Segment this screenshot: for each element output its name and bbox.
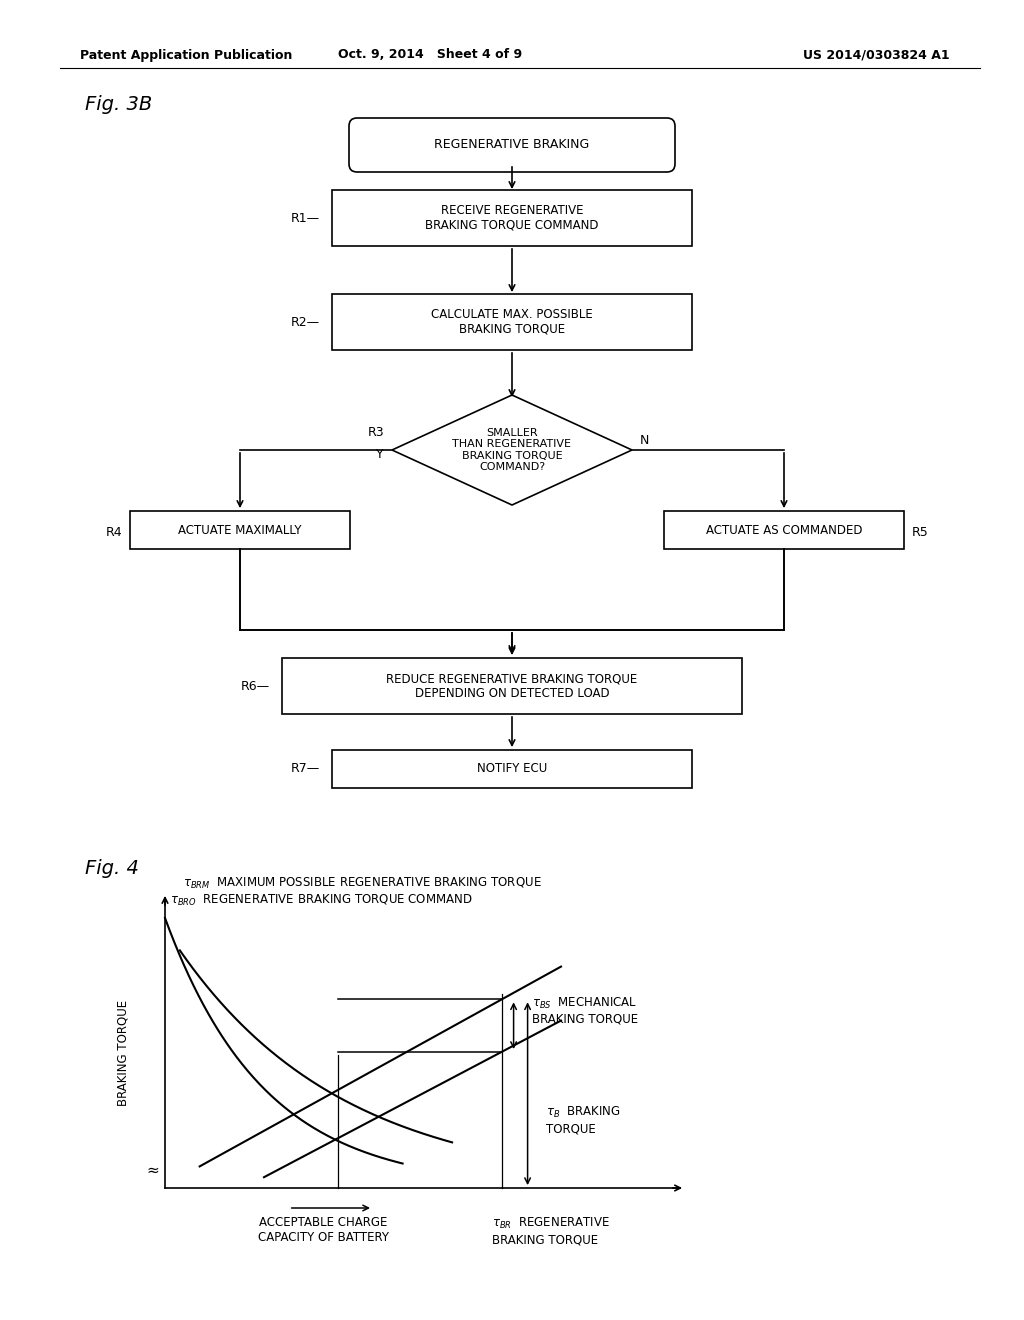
Text: $\tau_{B}$  BRAKING
TORQUE: $\tau_{B}$ BRAKING TORQUE — [546, 1105, 621, 1135]
Text: R1—: R1— — [291, 211, 319, 224]
Text: RECEIVE REGENERATIVE
BRAKING TORQUE COMMAND: RECEIVE REGENERATIVE BRAKING TORQUE COMM… — [425, 205, 599, 232]
Text: Y: Y — [377, 447, 384, 461]
Text: R4: R4 — [105, 525, 122, 539]
Text: R7—: R7— — [291, 763, 319, 776]
Bar — [130, 511, 350, 549]
Text: $\tau_{BS}$  MECHANICAL
BRAKING TORQUE: $\tau_{BS}$ MECHANICAL BRAKING TORQUE — [531, 995, 638, 1026]
Text: ≈: ≈ — [146, 1163, 160, 1177]
Text: N: N — [640, 433, 649, 446]
Bar — [664, 511, 904, 549]
Text: US 2014/0303824 A1: US 2014/0303824 A1 — [804, 49, 950, 62]
Text: $\tau_{BR}$  REGENERATIVE
BRAKING TORQUE: $\tau_{BR}$ REGENERATIVE BRAKING TORQUE — [492, 1216, 609, 1246]
Text: CALCULATE MAX. POSSIBLE
BRAKING TORQUE: CALCULATE MAX. POSSIBLE BRAKING TORQUE — [431, 308, 593, 337]
FancyBboxPatch shape — [349, 117, 675, 172]
Bar — [332, 190, 692, 246]
Text: Fig. 3B: Fig. 3B — [85, 95, 153, 115]
Text: R2—: R2— — [291, 315, 319, 329]
Text: ACTUATE AS COMMANDED: ACTUATE AS COMMANDED — [706, 524, 862, 536]
Text: NOTIFY ECU: NOTIFY ECU — [477, 763, 547, 776]
Text: ACCEPTABLE CHARGE
CAPACITY OF BATTERY: ACCEPTABLE CHARGE CAPACITY OF BATTERY — [258, 1216, 389, 1243]
Text: REDUCE REGENERATIVE BRAKING TORQUE
DEPENDING ON DETECTED LOAD: REDUCE REGENERATIVE BRAKING TORQUE DEPEN… — [386, 672, 638, 700]
Text: R6—: R6— — [241, 680, 270, 693]
Text: $\tau_{BRM}$  MAXIMUM POSSIBLE REGENERATIVE BRAKING TORQUE: $\tau_{BRM}$ MAXIMUM POSSIBLE REGENERATI… — [183, 875, 542, 891]
Text: BRAKING TORQUE: BRAKING TORQUE — [117, 1001, 129, 1106]
Polygon shape — [392, 395, 632, 506]
Text: REGENERATIVE BRAKING: REGENERATIVE BRAKING — [434, 139, 590, 152]
Text: Patent Application Publication: Patent Application Publication — [80, 49, 293, 62]
Text: Oct. 9, 2014   Sheet 4 of 9: Oct. 9, 2014 Sheet 4 of 9 — [338, 49, 522, 62]
Bar — [332, 294, 692, 350]
Text: SMALLER
THAN REGENERATIVE
BRAKING TORQUE
COMMAND?: SMALLER THAN REGENERATIVE BRAKING TORQUE… — [453, 428, 571, 473]
Text: R5: R5 — [912, 525, 929, 539]
Text: R3: R3 — [368, 425, 384, 438]
Text: $\tau_{BRO}$  REGENERATIVE BRAKING TORQUE COMMAND: $\tau_{BRO}$ REGENERATIVE BRAKING TORQUE… — [170, 892, 472, 908]
Text: ACTUATE MAXIMALLY: ACTUATE MAXIMALLY — [178, 524, 302, 536]
Text: Fig. 4: Fig. 4 — [85, 858, 139, 878]
Bar — [332, 750, 692, 788]
Bar — [282, 657, 742, 714]
